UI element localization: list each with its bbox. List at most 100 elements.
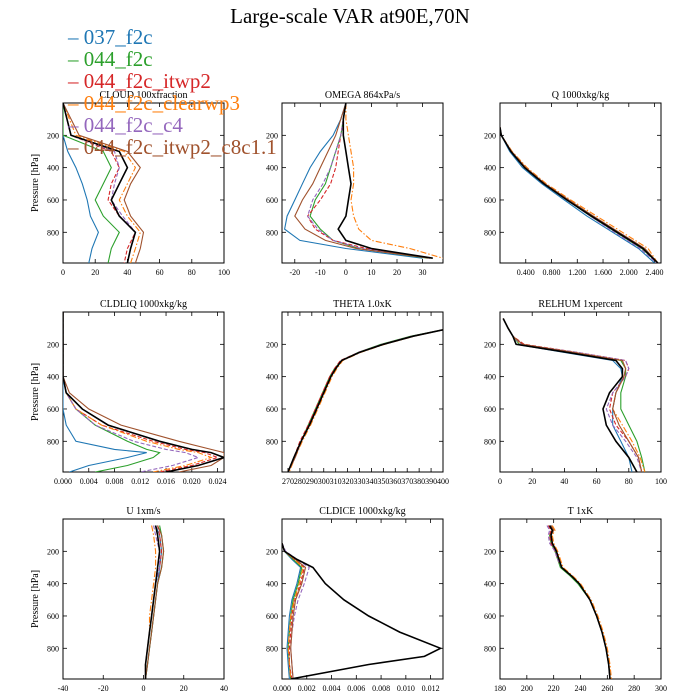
panel-7: CLDICE 1000xkg/kg 0.000 0.002 0.004 0.006 0.0… xyxy=(266,506,444,693)
y-tick-label: 600 xyxy=(266,612,278,621)
x-tick-label: -20 xyxy=(98,684,109,693)
y-tick-label: 200 xyxy=(484,340,496,349)
panel-0: CLOUD 100xfraction 0 20 40 60 80 100 200 400 600 8… xyxy=(30,90,230,277)
legend-item: – 044_f2c_itwp2_c8c1.1 xyxy=(68,136,277,158)
x-tick-label: 80 xyxy=(188,268,196,277)
panel-title: U 1xm/s xyxy=(126,506,160,517)
panel-title: T 1xK xyxy=(568,506,594,517)
y-tick-label: 400 xyxy=(47,164,59,173)
x-tick-label: 80 xyxy=(625,477,633,486)
x-tick-label: 0.010 xyxy=(397,684,415,693)
y-tick-label: 800 xyxy=(484,644,496,653)
x-tick-label: 20 xyxy=(91,268,99,277)
series-line-0 xyxy=(63,312,147,472)
y-tick-label: 600 xyxy=(47,405,59,414)
x-tick-label: 2.400 xyxy=(646,268,664,277)
y-tick-label: 800 xyxy=(266,644,278,653)
series-line-0 xyxy=(283,103,423,259)
legend-label: 044_f2c_itwp2 xyxy=(83,69,211,93)
series-line-0 xyxy=(63,103,100,263)
series-line-5 xyxy=(282,543,307,679)
x-tick-label: -10 xyxy=(315,268,326,277)
x-tick-label: 2.000 xyxy=(620,268,638,277)
series-line-6 xyxy=(337,103,433,259)
series-line-3 xyxy=(551,525,612,679)
series-line-6 xyxy=(287,329,443,472)
panel-3: CLDLIQ 1000xkg/kg 0.000 0.004 0.008 0.012 0.0… xyxy=(30,299,227,486)
x-tick-label: 1.600 xyxy=(594,268,612,277)
legend-swatch: – xyxy=(68,47,84,71)
x-tick-label: 10 xyxy=(367,268,375,277)
y-tick-label: 200 xyxy=(484,131,496,140)
y-tick-label: 800 xyxy=(47,228,59,237)
y-tick-label: 200 xyxy=(47,547,59,556)
x-tick-label: 320 xyxy=(342,477,354,486)
y-tick-label: 800 xyxy=(266,437,278,446)
x-tick-label: 0.020 xyxy=(183,477,201,486)
x-tick-label: 100 xyxy=(655,477,667,486)
y-tick-label: 200 xyxy=(47,131,59,140)
x-tick-label: 0 xyxy=(344,268,348,277)
x-tick-label: 0.024 xyxy=(209,477,227,486)
panel-title: Q 1000xkg/kg xyxy=(552,90,610,101)
y-tick-label: 600 xyxy=(266,405,278,414)
x-tick-label: 0.012 xyxy=(422,684,440,693)
x-tick-label: -40 xyxy=(58,684,69,693)
series-line-3 xyxy=(63,312,213,472)
x-tick-label: 200 xyxy=(521,684,533,693)
x-tick-label: 280 xyxy=(294,477,306,486)
plot-frame xyxy=(281,102,444,264)
panel-4: THETA 1.0xK 270 280 290 300 310 320 330 340 350 36… xyxy=(266,299,449,486)
y-axis-label: Pressure [hPa] xyxy=(30,363,41,421)
legend-item: – 044_f2c xyxy=(68,48,277,70)
series-line-1 xyxy=(549,525,611,679)
series-line-3 xyxy=(63,103,141,263)
plot-frame xyxy=(499,102,662,264)
y-tick-label: 600 xyxy=(484,612,496,621)
panel-8: T 1xK 180 200 220 240 260 280 300 200 400 600 800 xyxy=(484,506,667,693)
y-tick-label: 800 xyxy=(484,437,496,446)
plot-frame xyxy=(499,518,662,680)
series-line-3 xyxy=(500,127,659,263)
y-tick-label: 400 xyxy=(47,580,59,589)
y-tick-label: 400 xyxy=(266,164,278,173)
x-tick-label: 60 xyxy=(156,268,164,277)
y-tick-label: 200 xyxy=(47,340,59,349)
y-tick-label: 800 xyxy=(47,437,59,446)
series-line-1 xyxy=(309,103,428,259)
x-tick-label: 180 xyxy=(494,684,506,693)
y-tick-label: 400 xyxy=(266,373,278,382)
series-line-4 xyxy=(502,318,643,472)
x-tick-label: 260 xyxy=(601,684,613,693)
x-tick-label: 290 xyxy=(306,477,318,486)
x-tick-label: 40 xyxy=(560,477,568,486)
y-tick-label: 400 xyxy=(484,164,496,173)
y-tick-label: 600 xyxy=(47,196,59,205)
x-tick-label: 0.006 xyxy=(347,684,365,693)
x-tick-label: -20 xyxy=(289,268,300,277)
legend-swatch: – xyxy=(68,91,84,115)
y-tick-label: 600 xyxy=(484,405,496,414)
legend-label: 044_f2c_clearwp3 xyxy=(83,91,241,115)
legend-label: 044_f2c_itwp2_c8c1.1 xyxy=(83,135,277,159)
series-line-3 xyxy=(345,103,443,259)
x-tick-label: 1.200 xyxy=(568,268,586,277)
panel-title: RELHUM 1xpercent xyxy=(538,299,622,310)
panel-6: U 1xm/s -40 -20 0 20 40 200 400 600 800 Pressure [… xyxy=(30,506,228,693)
y-tick-label: 200 xyxy=(484,547,496,556)
plot-frame xyxy=(62,102,225,264)
x-tick-label: 350 xyxy=(377,477,389,486)
x-tick-label: 310 xyxy=(330,477,342,486)
series-line-0 xyxy=(550,525,611,679)
panel-title: CLOUD 100xfraction xyxy=(99,90,187,101)
x-tick-label: 400 xyxy=(437,477,449,486)
legend-item: – 044_f2c_c4 xyxy=(68,114,277,136)
panel-title: THETA 1.0xK xyxy=(333,299,392,310)
series-line-6 xyxy=(144,525,161,679)
legend-label: 044_f2c xyxy=(83,47,153,71)
y-tick-label: 200 xyxy=(266,340,278,349)
panel-title: CLDLIQ 1000xkg/kg xyxy=(100,299,187,310)
plot-frame xyxy=(499,311,662,473)
y-tick-label: 800 xyxy=(47,644,59,653)
legend-item: – 044_f2c_itwp2 xyxy=(68,70,277,92)
